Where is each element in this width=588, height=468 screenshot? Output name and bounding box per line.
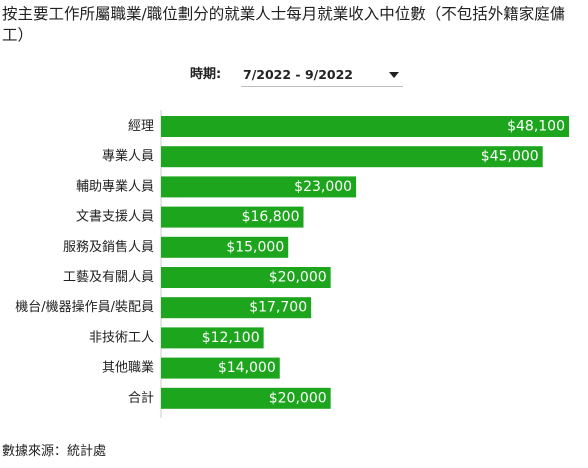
bar[interactable] bbox=[161, 176, 357, 198]
value-label: $20,000 bbox=[269, 270, 327, 286]
category-label: 經理 bbox=[128, 119, 154, 134]
bar[interactable] bbox=[161, 116, 569, 137]
chevron-down-icon bbox=[389, 72, 399, 78]
value-label: $20,000 bbox=[269, 390, 327, 406]
category-label: 合計 bbox=[128, 390, 154, 406]
value-label: $15,000 bbox=[226, 239, 284, 255]
category-label: 專業人員 bbox=[102, 148, 154, 164]
bar[interactable] bbox=[161, 267, 331, 288]
value-label: $14,000 bbox=[218, 360, 276, 376]
value-label: $48,100 bbox=[507, 119, 565, 135]
period-dropdown[interactable]: 7/2022 - 9/2022 bbox=[241, 64, 403, 87]
category-label: 機台/機器操作員/裝配員 bbox=[15, 299, 154, 315]
category-label: 服務及銷售人員 bbox=[63, 239, 154, 255]
bar[interactable] bbox=[161, 297, 312, 319]
bar[interactable] bbox=[161, 387, 331, 409]
value-label: $16,800 bbox=[242, 209, 300, 225]
category-label: 文書支援人員 bbox=[76, 210, 154, 225]
period-label: 時期: bbox=[190, 67, 222, 82]
value-label: $17,700 bbox=[249, 300, 307, 316]
category-label: 工藝及有關人員 bbox=[63, 270, 154, 285]
value-label: $12,100 bbox=[202, 330, 260, 346]
bar[interactable] bbox=[161, 146, 543, 168]
value-label: $23,000 bbox=[294, 179, 352, 195]
data-source: 數據來源：統計處 bbox=[2, 444, 107, 459]
category-label: 輔助專業人員 bbox=[76, 178, 154, 194]
bar[interactable] bbox=[161, 206, 304, 228]
bar[interactable] bbox=[161, 327, 264, 349]
period-selected-value: 7/2022 - 9/2022 bbox=[243, 67, 353, 82]
bar[interactable] bbox=[161, 357, 280, 379]
bar-chart: 經理 $48,100 專業人員 $45,000 輔助專業人員 $23,000 文書支援人員 $… bbox=[15, 110, 569, 418]
value-label: $45,000 bbox=[481, 149, 539, 165]
category-label: 非技術工人 bbox=[89, 330, 154, 345]
bar[interactable] bbox=[161, 236, 289, 258]
chart-title: 按主要工作所屬職業/職位劃分的就業人士每月就業收入中位數（不包括外籍家庭傭工） bbox=[2, 5, 566, 44]
category-label: 其他職業 bbox=[102, 360, 154, 376]
